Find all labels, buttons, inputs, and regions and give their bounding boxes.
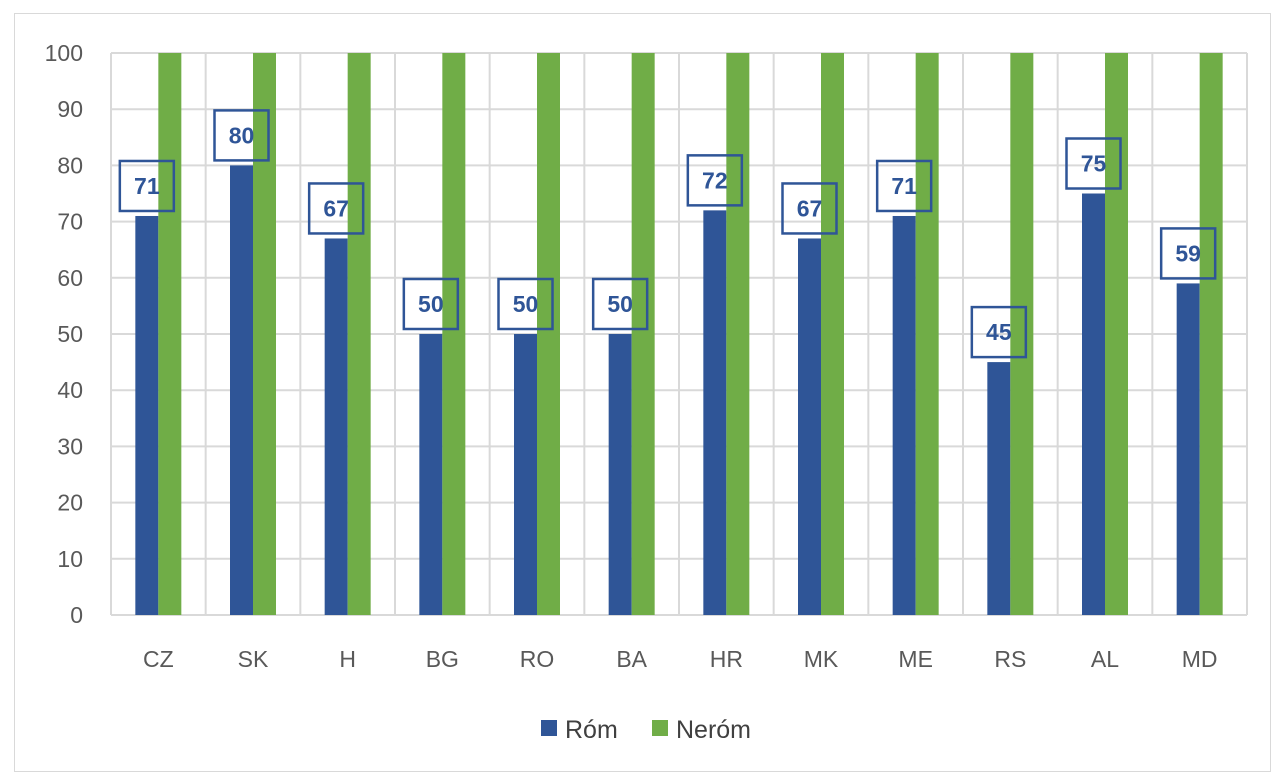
bar-nerom xyxy=(1010,53,1034,615)
y-tick-label: 60 xyxy=(57,265,83,291)
bar-nerom xyxy=(347,53,371,615)
bar-rom xyxy=(324,238,348,615)
legend-label-nerom: Neróm xyxy=(676,716,751,744)
data-label-rom: 67 xyxy=(797,195,823,221)
bar-nerom xyxy=(158,53,182,615)
data-label-rom: 50 xyxy=(607,291,633,317)
bar-nerom xyxy=(915,53,939,615)
y-tick-label: 30 xyxy=(57,433,83,459)
x-tick-label: BG xyxy=(426,646,459,672)
x-tick-label: AL xyxy=(1091,646,1119,672)
data-label-box xyxy=(213,109,270,162)
y-tick-label: 40 xyxy=(57,377,83,403)
bar-rom xyxy=(892,215,916,616)
bar-nerom xyxy=(821,53,844,615)
data-label-box xyxy=(307,182,365,235)
x-tick-label: BA xyxy=(616,646,647,672)
bar-rom xyxy=(230,165,253,615)
data-label-box xyxy=(875,159,933,213)
bar-rom xyxy=(987,362,1011,615)
data-label-rom: 80 xyxy=(229,122,255,148)
x-tick-label: CZ xyxy=(143,646,174,672)
bar-nerom xyxy=(1105,53,1128,615)
bar-nerom xyxy=(537,53,560,615)
x-tick-label: ME xyxy=(898,646,933,672)
bar-rom xyxy=(514,334,537,615)
data-label-rom: 72 xyxy=(702,167,728,193)
bar-rom xyxy=(1082,193,1105,615)
bar-nerom xyxy=(726,53,750,615)
y-tick-label: 20 xyxy=(57,490,83,516)
data-label-rom: 50 xyxy=(418,291,444,317)
data-label-box xyxy=(1159,227,1217,280)
data-label-box xyxy=(970,305,1028,359)
data-label-box xyxy=(1065,137,1122,190)
data-label-rom: 67 xyxy=(323,195,349,221)
data-label-box xyxy=(781,182,838,235)
data-label-box xyxy=(118,159,176,213)
x-tick-label: HR xyxy=(710,646,743,672)
bar-nerom xyxy=(1199,53,1223,615)
bar-rom xyxy=(419,334,443,615)
x-tick-label: H xyxy=(339,646,356,672)
data-label-rom: 75 xyxy=(1081,151,1107,177)
y-tick-label: 10 xyxy=(57,546,83,572)
x-tick-label: SK xyxy=(238,646,269,672)
data-label-rom: 45 xyxy=(986,319,1012,345)
bar-nerom xyxy=(253,53,276,615)
data-label-rom: 59 xyxy=(1175,240,1201,266)
data-label-box xyxy=(591,277,649,331)
bar-rom xyxy=(135,215,159,616)
bar-rom xyxy=(1176,283,1200,615)
y-tick-label: 50 xyxy=(57,321,83,347)
bar-rom xyxy=(703,210,727,616)
y-tick-label: 70 xyxy=(57,209,83,235)
data-label-box xyxy=(686,154,744,207)
data-label-rom: 71 xyxy=(134,173,160,199)
legend-swatch-rom xyxy=(541,720,557,736)
bar-nerom xyxy=(442,53,466,615)
x-tick-label: MK xyxy=(804,646,839,672)
x-tick-label: MD xyxy=(1182,646,1218,672)
bar-rom xyxy=(608,334,632,615)
bar-rom xyxy=(798,238,821,615)
legend-label-rom: Róm xyxy=(565,716,618,744)
data-label-rom: 50 xyxy=(513,291,539,317)
y-tick-label: 100 xyxy=(45,40,83,66)
data-label-box xyxy=(402,277,460,331)
x-tick-label: RS xyxy=(994,646,1026,672)
y-tick-label: 80 xyxy=(57,152,83,178)
y-tick-label: 90 xyxy=(57,96,83,122)
data-label-rom: 71 xyxy=(891,173,917,199)
x-tick-label: RO xyxy=(520,646,555,672)
data-label-box xyxy=(497,277,554,331)
y-tick-label: 0 xyxy=(70,602,83,628)
legend-swatch-nerom xyxy=(652,720,668,736)
bar-nerom xyxy=(631,53,655,615)
